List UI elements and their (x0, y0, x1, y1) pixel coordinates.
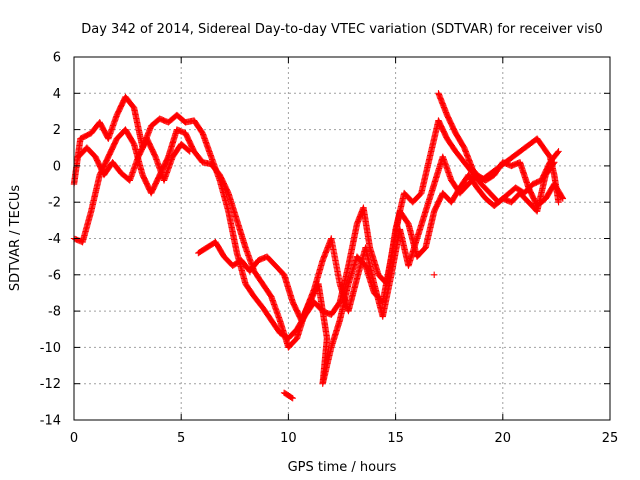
data-point-marker (554, 149, 561, 156)
x-tick-label: 5 (177, 431, 185, 446)
y-tick-label: -4 (48, 232, 61, 247)
y-axis-label: SDTVAR / TECUs (8, 185, 23, 292)
x-axis-label: GPS time / hours (288, 460, 397, 475)
y-tick-label: 6 (53, 51, 61, 66)
data-point-marker (555, 148, 562, 155)
y-tick-label: -12 (40, 377, 61, 392)
x-tick-label: 20 (495, 431, 512, 446)
y-tick-label: 0 (53, 159, 61, 174)
y-tick-label: 4 (53, 87, 61, 102)
y-tick-label: -6 (48, 268, 61, 283)
y-tick-label: -14 (40, 414, 61, 429)
x-tick-label: 15 (387, 431, 404, 446)
x-tick-label: 10 (280, 431, 297, 446)
chart-title: Day 342 of 2014, Sidereal Day-to-day VTE… (81, 22, 602, 37)
y-tick-label: 2 (53, 123, 61, 138)
y-tick-label: -2 (48, 196, 61, 211)
series-group (70, 90, 567, 402)
y-tick-label: -8 (48, 305, 61, 320)
grid-lines (74, 57, 610, 420)
x-tick-label: 0 (70, 431, 78, 446)
x-tick-label: 25 (602, 431, 619, 446)
y-tick-label: -10 (40, 341, 61, 356)
